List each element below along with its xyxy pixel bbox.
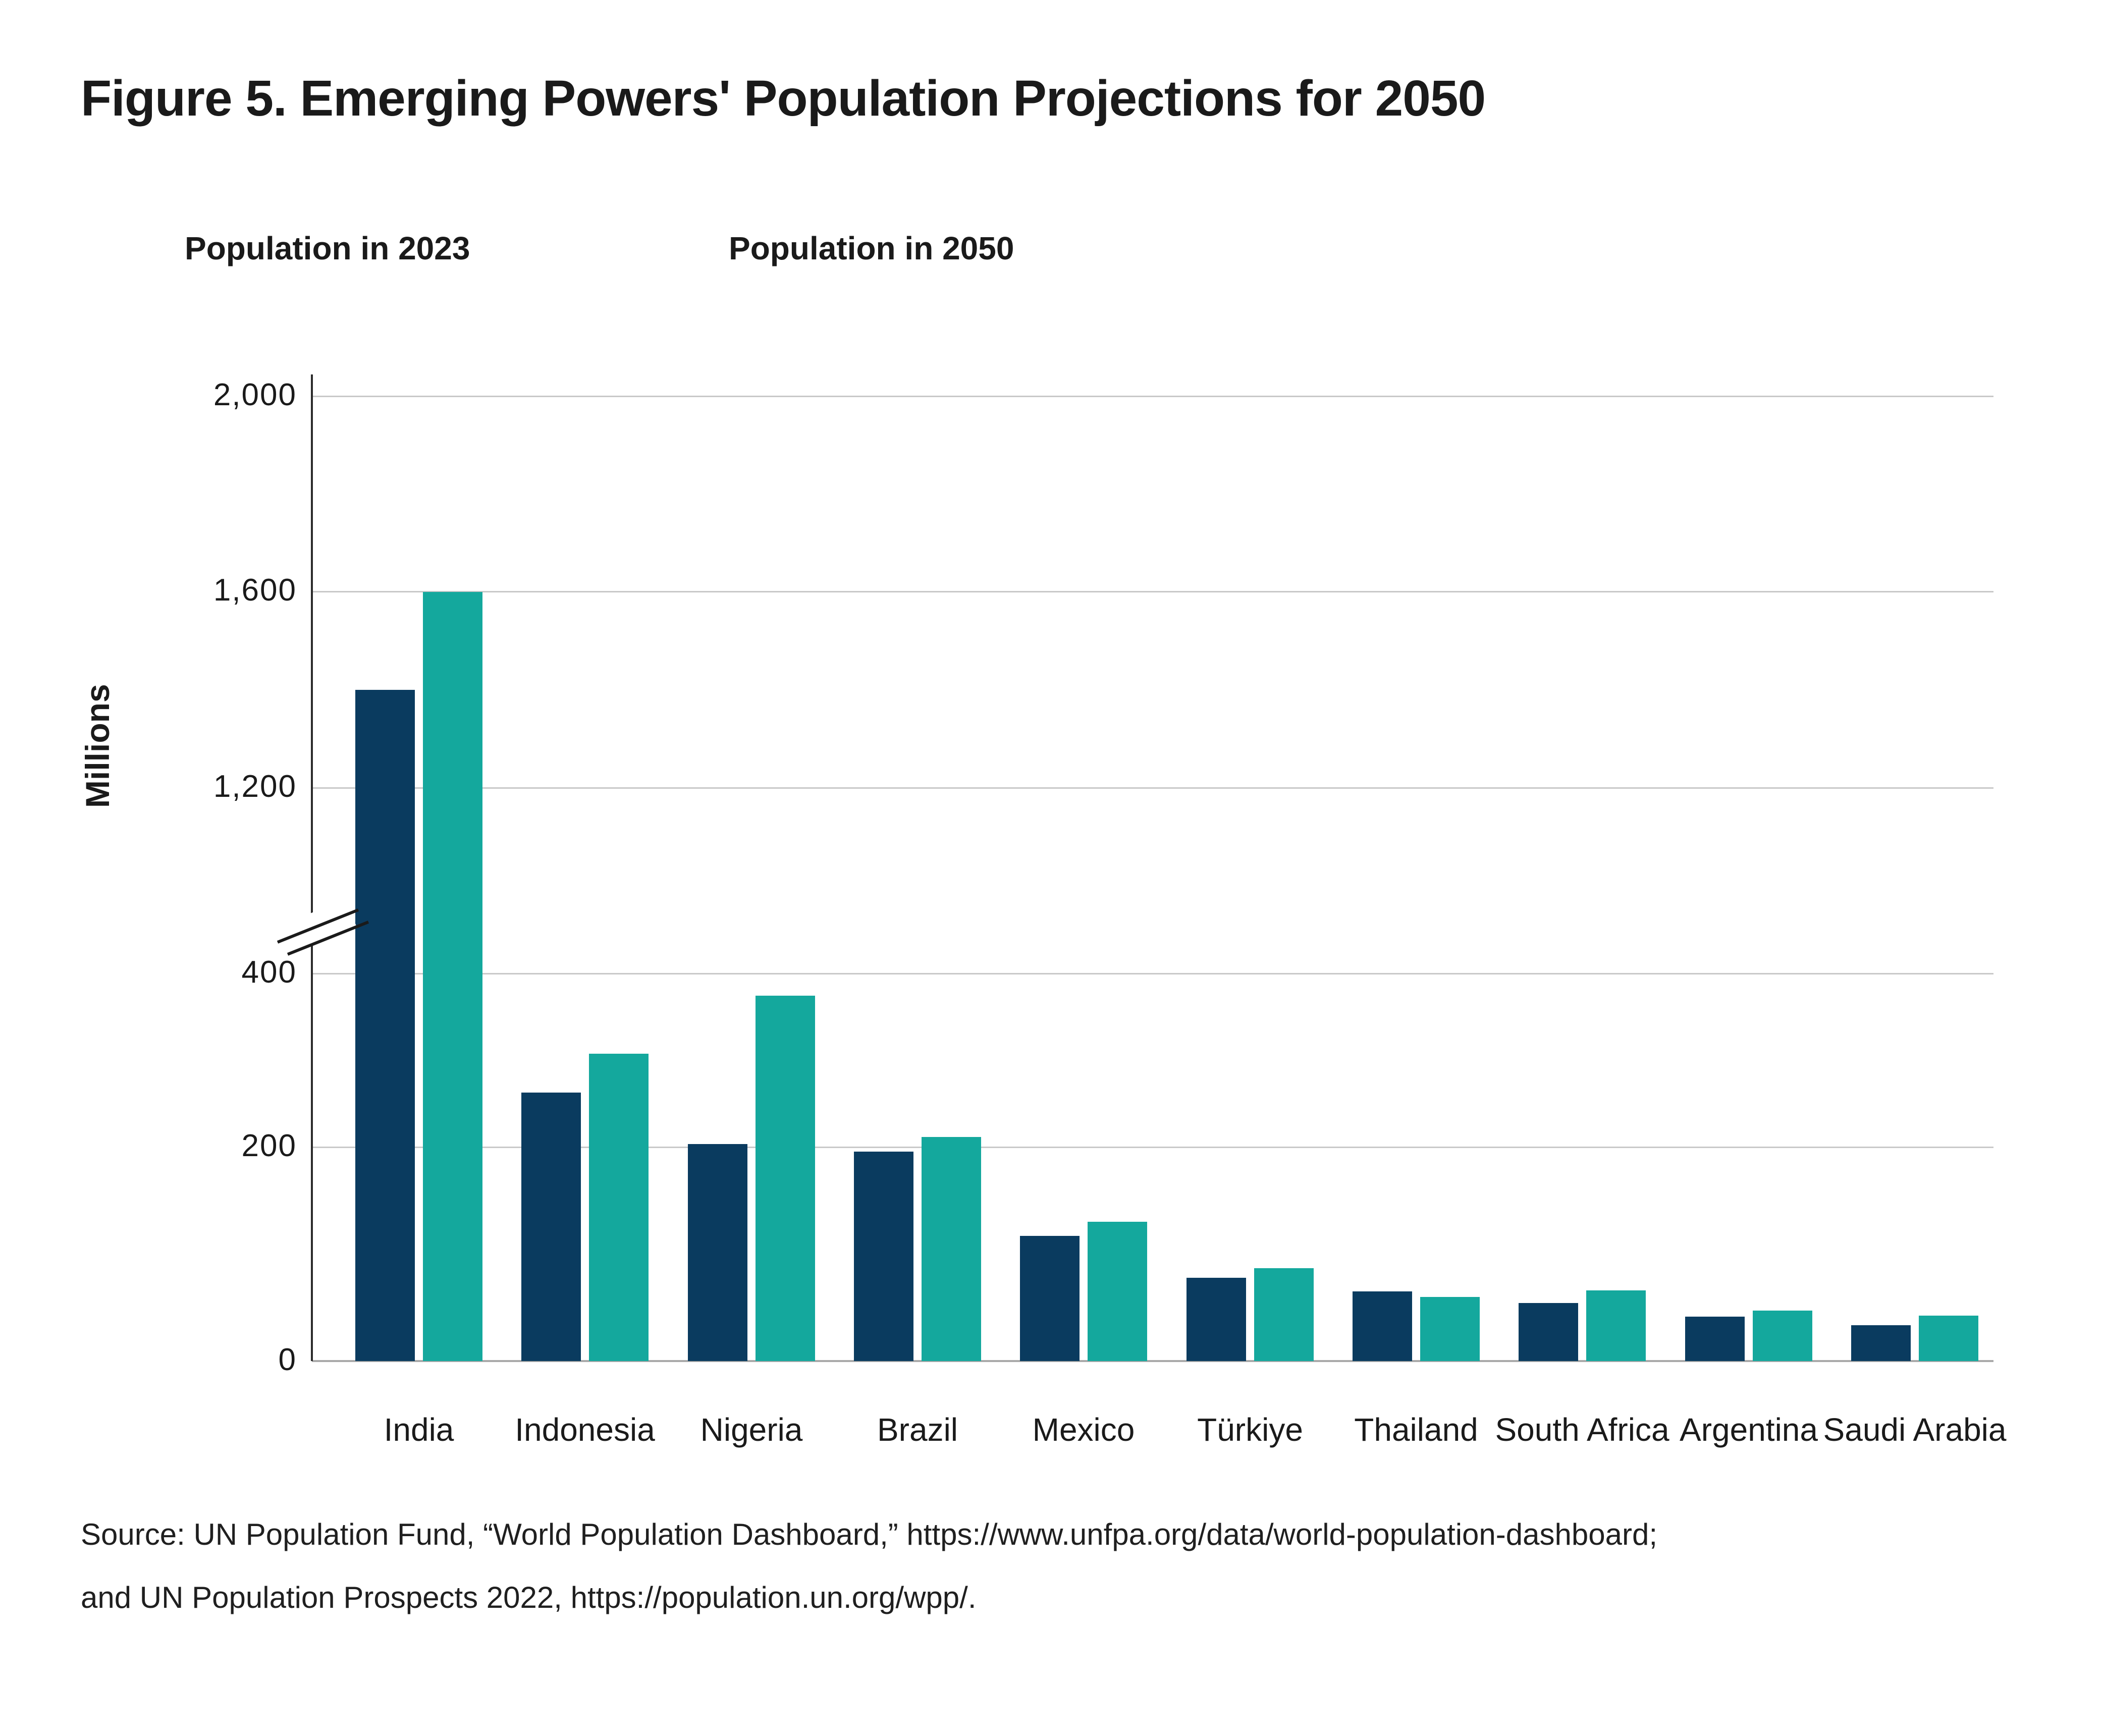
source-line-1: Source: UN Population Fund, “World Popul… — [81, 1517, 1658, 1551]
x-category-label-mexico: Mexico — [1032, 1412, 1135, 1448]
legend-label-2023: Population in 2023 — [185, 230, 470, 266]
bar-2050-thailand — [1420, 1297, 1480, 1361]
y-axis-line — [311, 374, 313, 1361]
y-tick-label-200: 200 — [241, 1128, 297, 1163]
bar-2050-india — [423, 591, 482, 1361]
figure-title: Figure 5. Emerging Powers' Population Pr… — [81, 70, 1486, 127]
bar-2023-brazil — [854, 1152, 913, 1361]
bar-2023-thailand — [1353, 1291, 1412, 1361]
x-category-label-nigeria: Nigeria — [700, 1412, 803, 1448]
source-note: Source: UN Population Fund, “World Popul… — [81, 1503, 1657, 1629]
bar-2050-indonesia — [589, 1054, 649, 1361]
bar-2023-south-africa — [1519, 1303, 1578, 1361]
bar-2023-indonesia — [521, 1093, 581, 1361]
x-category-label-saudi-arabia: Saudi Arabia — [1823, 1412, 2007, 1448]
bar-2023-argentina — [1685, 1316, 1745, 1361]
bar-2023-india — [355, 689, 415, 1361]
x-category-label-india: India — [384, 1412, 454, 1448]
y-tick-label-2000: 2,000 — [213, 377, 297, 412]
bar-2050-mexico — [1088, 1221, 1147, 1361]
gridline-400 — [312, 973, 1993, 974]
gridline-200 — [312, 1147, 1993, 1148]
x-category-label-brazil: Brazil — [877, 1412, 958, 1448]
axis-break-icon — [277, 899, 369, 956]
bar-2023-türkiye — [1187, 1277, 1246, 1361]
bar-2023-nigeria — [688, 1144, 747, 1361]
x-category-label-thailand: Thailand — [1354, 1412, 1478, 1448]
bar-2050-türkiye — [1254, 1268, 1314, 1361]
y-tick-label-0: 0 — [278, 1342, 297, 1377]
x-category-label-türkiye: Türkiye — [1197, 1412, 1303, 1448]
bar-2050-south-africa — [1586, 1290, 1646, 1361]
legend-label-2050: Population in 2050 — [729, 230, 1014, 266]
bar-2050-saudi-arabia — [1919, 1315, 1978, 1361]
legend-item-2023: Population in 2023 — [85, 218, 470, 279]
x-category-label-south-africa: South Africa — [1495, 1412, 1669, 1448]
bar-2050-brazil — [922, 1137, 981, 1361]
gridline-1200 — [312, 787, 1993, 789]
x-category-label-argentina: Argentina — [1680, 1412, 1818, 1448]
bar-2050-nigeria — [756, 996, 815, 1361]
gridline-2000 — [312, 396, 1993, 397]
x-axis-baseline — [312, 1360, 1993, 1362]
y-tick-label-1200: 1,200 — [213, 769, 297, 804]
legend-item-2050: Population in 2050 — [629, 218, 1014, 279]
bar-2023-mexico — [1020, 1236, 1080, 1361]
gridline-1600 — [312, 591, 1993, 592]
y-tick-label-1600: 1,600 — [213, 573, 297, 608]
x-category-label-indonesia: Indonesia — [515, 1412, 655, 1448]
bar-2023-saudi-arabia — [1851, 1325, 1911, 1361]
y-tick-label-400: 400 — [241, 955, 297, 990]
bar-2050-argentina — [1753, 1311, 1812, 1361]
source-line-2: and UN Population Prospects 2022, https:… — [81, 1581, 977, 1614]
